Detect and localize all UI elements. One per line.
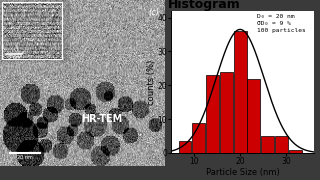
Text: D₀ = 20 nm
σD₀ = 9 %
100 particles: D₀ = 20 nm σD₀ = 9 % 100 particles (257, 14, 305, 33)
Bar (206, 75, 219, 153)
Text: Histogram: Histogram (168, 0, 241, 11)
X-axis label: Particle Size (nm): Particle Size (nm) (205, 168, 279, 177)
Y-axis label: counts (%): counts (%) (147, 59, 156, 105)
Bar (234, 31, 246, 153)
Bar (179, 141, 191, 153)
Bar (275, 136, 288, 153)
Bar (2, 2, 62, 59)
Bar (289, 150, 302, 153)
Bar (247, 78, 260, 153)
Text: (c): (c) (149, 8, 160, 17)
Bar (261, 136, 274, 153)
Text: 20 nm: 20 nm (17, 155, 33, 160)
Text: 5 nm: 5 nm (8, 55, 20, 60)
Text: HR-TEM: HR-TEM (82, 114, 123, 124)
Bar (192, 123, 205, 153)
Bar (220, 72, 233, 153)
